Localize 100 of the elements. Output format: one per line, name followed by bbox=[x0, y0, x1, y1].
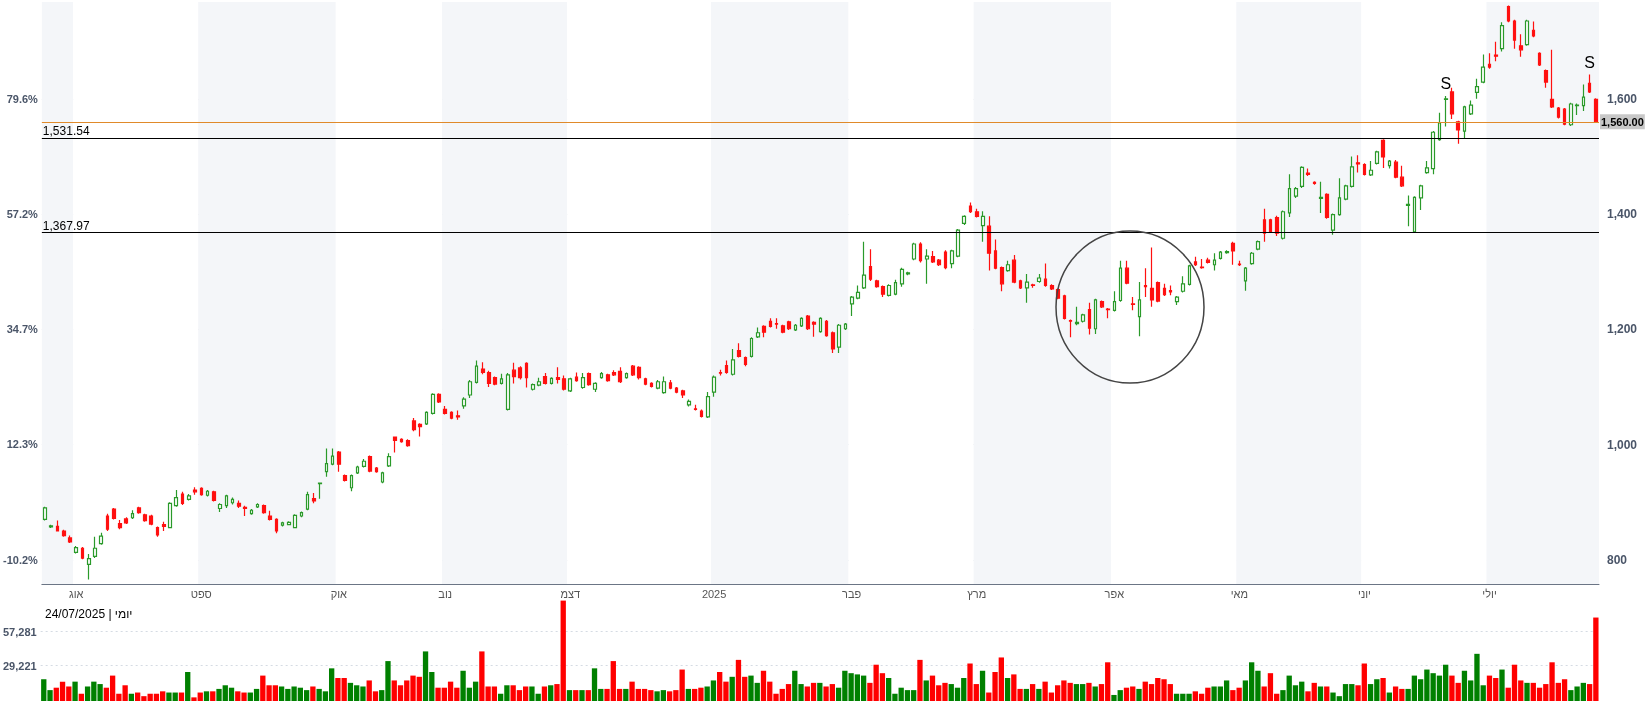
candlestick bbox=[880, 284, 886, 298]
candlestick bbox=[1543, 68, 1549, 89]
bar bbox=[573, 690, 579, 701]
bar bbox=[1004, 678, 1011, 701]
candlestick bbox=[1043, 263, 1048, 288]
bar bbox=[1324, 686, 1330, 701]
candlestick bbox=[380, 471, 385, 484]
candlestick bbox=[105, 513, 110, 532]
candlestick bbox=[636, 365, 642, 381]
x-tick-label: פבר bbox=[842, 587, 862, 600]
candlestick bbox=[893, 279, 898, 296]
candlestick bbox=[461, 396, 467, 410]
candlestick bbox=[180, 491, 185, 506]
candlestick bbox=[943, 249, 948, 270]
candlestick bbox=[92, 536, 98, 559]
bar bbox=[541, 686, 548, 701]
bar bbox=[623, 688, 629, 701]
bar bbox=[72, 681, 78, 701]
candlestick bbox=[1174, 295, 1180, 306]
candlestick bbox=[1099, 299, 1105, 309]
candlestick bbox=[1018, 279, 1023, 290]
candlestick bbox=[274, 517, 279, 534]
candlestick bbox=[811, 320, 817, 338]
candlestick bbox=[1124, 260, 1130, 285]
candlestick bbox=[611, 369, 617, 377]
bar bbox=[923, 680, 929, 701]
candlestick bbox=[974, 208, 980, 219]
candlestick bbox=[292, 513, 298, 529]
candlestick bbox=[249, 508, 254, 516]
x-tick-label: יוני bbox=[1358, 587, 1371, 600]
candlestick bbox=[1036, 273, 1042, 284]
candlestick bbox=[192, 486, 198, 496]
candlestick bbox=[955, 228, 961, 258]
candlestick bbox=[1105, 307, 1111, 319]
bar bbox=[1499, 669, 1505, 701]
candlestick bbox=[1255, 239, 1261, 251]
candlestick bbox=[474, 359, 479, 385]
candlestick bbox=[355, 465, 360, 475]
candlestick bbox=[774, 317, 779, 330]
candlestick bbox=[749, 336, 754, 359]
candlestick bbox=[455, 409, 461, 421]
candlestick bbox=[999, 265, 1005, 292]
candlestick bbox=[592, 381, 598, 393]
y-tick-label: 800 bbox=[1607, 552, 1628, 567]
candlestick bbox=[1337, 177, 1342, 217]
candlestick bbox=[511, 362, 517, 385]
y-tick-label: 1,400 bbox=[1607, 207, 1638, 222]
candlestick bbox=[136, 506, 142, 515]
candlestick bbox=[505, 372, 511, 412]
candlestick bbox=[1424, 160, 1430, 175]
candlestick bbox=[499, 373, 504, 386]
x-tick-label: 2025 bbox=[701, 587, 727, 600]
bar bbox=[78, 693, 84, 701]
candlestick bbox=[918, 241, 923, 264]
candlestick bbox=[1462, 105, 1467, 139]
candlestick bbox=[1499, 21, 1505, 53]
text: S bbox=[1584, 54, 1595, 72]
candlestick bbox=[605, 373, 611, 383]
candlestick bbox=[1074, 306, 1080, 326]
candlestick bbox=[793, 323, 798, 332]
candlestick bbox=[993, 238, 998, 270]
candlestick bbox=[1293, 186, 1299, 199]
candlestick bbox=[217, 502, 223, 513]
candlestick bbox=[349, 473, 354, 492]
candlestick bbox=[1062, 294, 1067, 321]
candlestick bbox=[818, 316, 823, 334]
candlestick bbox=[1399, 165, 1405, 188]
candlestick bbox=[142, 513, 148, 523]
candlestick bbox=[686, 399, 692, 408]
candlestick bbox=[674, 386, 679, 394]
candlestick bbox=[968, 201, 973, 214]
candlestick bbox=[374, 466, 379, 474]
candlestick bbox=[786, 320, 792, 331]
y2-tick-label: 57.2% bbox=[6, 207, 39, 220]
candlestick bbox=[1299, 165, 1305, 189]
candlestick bbox=[1330, 212, 1336, 236]
bar bbox=[1380, 678, 1386, 701]
candlestick bbox=[1556, 106, 1561, 119]
candlestick bbox=[643, 377, 648, 386]
candlestick bbox=[649, 381, 654, 389]
y2-tick-label: 12.3% bbox=[6, 438, 39, 451]
candlestick bbox=[1205, 257, 1211, 265]
candlestick bbox=[1581, 83, 1586, 112]
candlestick bbox=[561, 374, 567, 391]
candlestick bbox=[1455, 120, 1461, 145]
candlestick bbox=[148, 514, 154, 526]
candlestick bbox=[361, 458, 367, 469]
candlestick bbox=[186, 493, 192, 502]
candlestick bbox=[492, 375, 498, 386]
candlestick bbox=[417, 422, 423, 438]
candlestick bbox=[761, 324, 767, 338]
candlestick bbox=[1224, 249, 1230, 255]
bar bbox=[1136, 688, 1142, 701]
candlestick bbox=[1374, 150, 1380, 166]
candlestick bbox=[405, 438, 411, 448]
candlestick bbox=[1199, 258, 1205, 270]
candlestick bbox=[730, 348, 736, 376]
bar bbox=[203, 691, 210, 701]
candlestick bbox=[1437, 112, 1442, 142]
candlestick bbox=[167, 501, 173, 529]
